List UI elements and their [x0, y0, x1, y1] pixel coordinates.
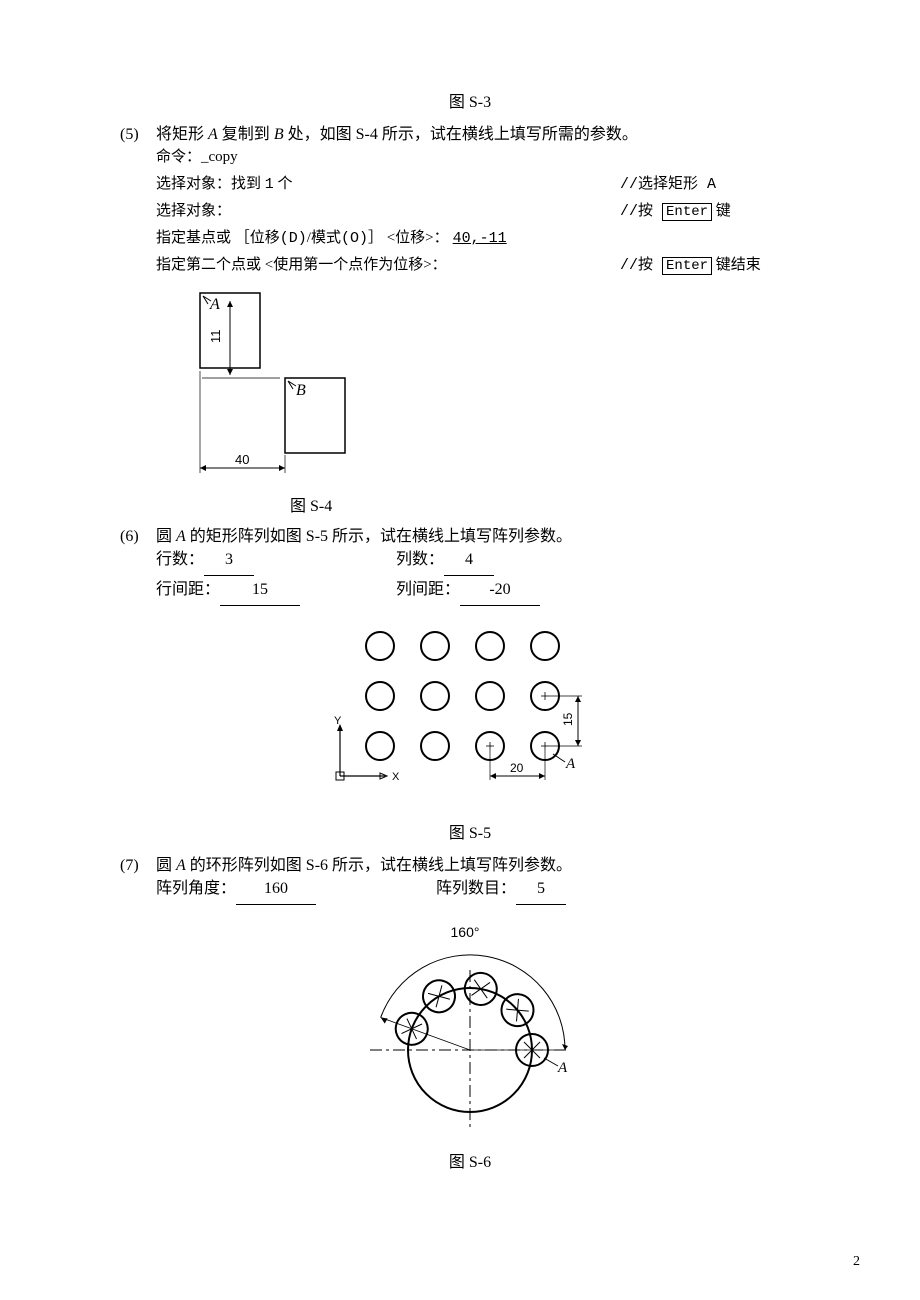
- q5-answer: 40,-11: [449, 230, 511, 247]
- q6-colgap: 列间距：-20: [396, 576, 636, 606]
- fig-s4-caption: 图 S-4: [290, 492, 820, 516]
- figure-s4: A B 11 40 图 S-4: [180, 283, 820, 516]
- x-axis-label: X: [392, 771, 400, 783]
- label-a-s5: A: [565, 756, 576, 772]
- q5-cmd3: 选择对象： //按 Enter 键: [156, 198, 820, 225]
- q6-rowgap: 行间距：15: [156, 576, 396, 606]
- enter-key-icon: Enter: [662, 257, 712, 275]
- question-7: (7) 圆 A 的环形阵列如图 S-6 所示，试在横线上填写阵列参数。 阵列角度…: [120, 851, 820, 1172]
- q6-number: (6): [120, 528, 156, 546]
- figure-s5: Y X 20 15 A 图 S-5: [120, 616, 820, 843]
- q6-rows: 行数：3: [156, 546, 396, 576]
- q6-text: 圆 A 的矩形阵列如图 S-5 所示，试在横线上填写阵列参数。: [156, 522, 820, 546]
- fig-s5-caption: 图 S-5: [120, 819, 820, 843]
- q7-count: 阵列数目：5: [436, 875, 676, 905]
- q5-text: 将矩形 A 复制到 B 处，如图 S-4 所示，试在横线上填写所需的参数。: [156, 120, 820, 144]
- dim-40: 40: [235, 452, 249, 467]
- dim-20: 20: [510, 761, 524, 775]
- q5-cmd4: 指定基点或 ［位移(D)/模式(O)］ <位移>：40,-11: [156, 225, 820, 252]
- q5-cmd2: 选择对象：找到 1 个 //选择矩形 A: [156, 171, 820, 198]
- fig-s6-caption: 图 S-6: [120, 1148, 820, 1172]
- label-a: A: [209, 296, 220, 313]
- angle-160-label: 160°: [451, 924, 480, 940]
- figure-s6: A 160° 图 S-6: [120, 915, 820, 1172]
- q7-number: (7): [120, 857, 156, 875]
- q5-cmd1: 命令：_copy: [156, 144, 820, 171]
- label-a-s6: A: [557, 1060, 568, 1076]
- label-b: B: [296, 382, 306, 399]
- circle-array: [366, 632, 559, 760]
- q7-angle: 阵列角度：160: [156, 875, 436, 905]
- q7-text: 圆 A 的环形阵列如图 S-6 所示，试在横线上填写阵列参数。: [156, 851, 820, 875]
- q6-cols: 列数：4: [396, 546, 636, 576]
- question-5: (5) 将矩形 A 复制到 B 处，如图 S-4 所示，试在横线上填写所需的参数…: [120, 120, 820, 516]
- fig-s3-caption: 图 S-3: [120, 88, 820, 112]
- page-number: 2: [853, 1254, 860, 1270]
- q5-number: (5): [120, 126, 156, 144]
- question-6: (6) 圆 A 的矩形阵列如图 S-5 所示，试在横线上填写阵列参数。 行数：3…: [120, 522, 820, 843]
- enter-key-icon: Enter: [662, 203, 712, 221]
- q5-cmd5: 指定第二个点或 <使用第一个点作为位移>： //按 Enter 键结束: [156, 252, 820, 279]
- y-axis-label: Y: [334, 715, 342, 727]
- dim-15: 15: [561, 712, 575, 726]
- dim-11: 11: [208, 330, 223, 344]
- rect-b: [285, 378, 345, 453]
